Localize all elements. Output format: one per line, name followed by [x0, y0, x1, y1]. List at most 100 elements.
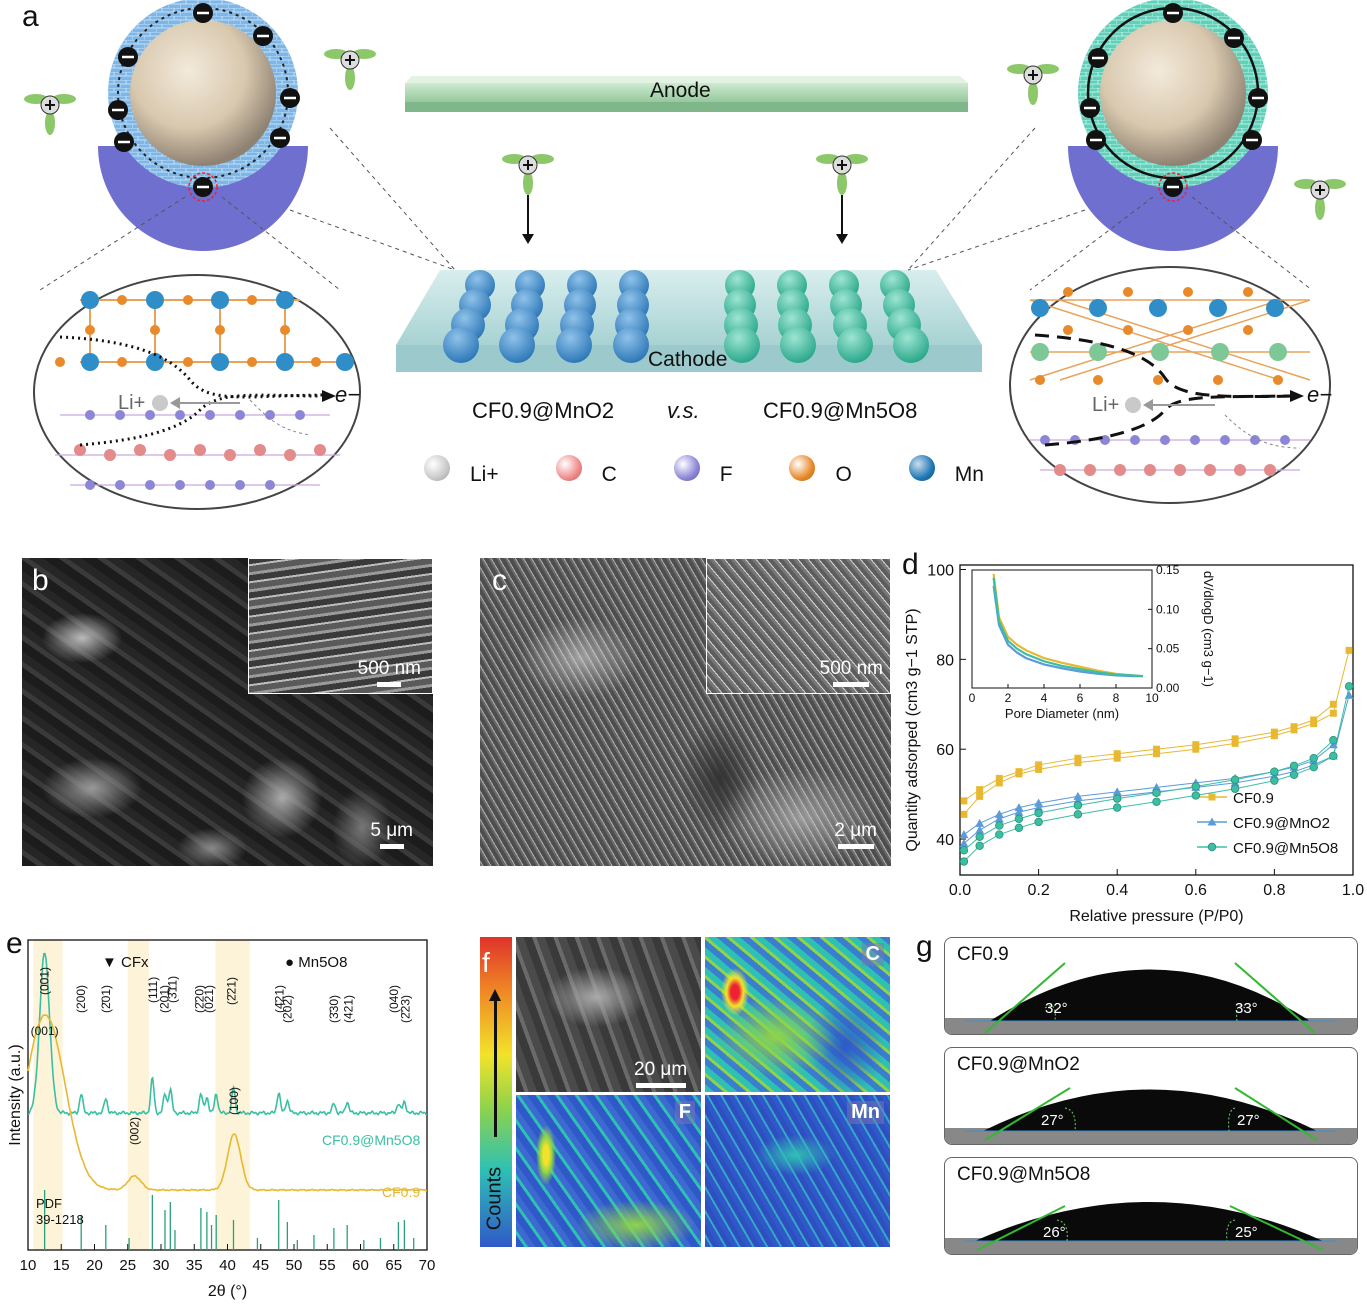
panel-c-inset-scale: 500 nm — [820, 658, 883, 687]
panel-d-adsorption-point — [995, 830, 1004, 839]
panel-d-inset-ytick-label: 0.15 — [1156, 563, 1180, 577]
contact-angle-left-2: 27° — [1041, 1112, 1064, 1129]
panel-e-peak-label: (201) — [157, 985, 171, 1013]
panel-d-desorption-point — [975, 818, 985, 827]
panel-e-xtick-label: 25 — [119, 1257, 136, 1274]
panel-e-peak-label: (200) — [74, 985, 88, 1013]
panel-e-xtick-label: 60 — [352, 1257, 369, 1274]
panel-e-peak-label: (202) — [280, 995, 294, 1023]
panel-d-desorption-point — [1014, 803, 1024, 812]
panel-d-desorption-point — [1270, 767, 1279, 776]
panel-d-adsorption-point — [1270, 732, 1278, 740]
panel-d-adsorption-point — [959, 857, 969, 866]
contact-angle-box-1: CF0.9 32° 33° — [944, 937, 1358, 1035]
panel-label-f: f — [482, 947, 490, 978]
panel-d-inset-xtick-label: 0 — [969, 691, 976, 705]
panel-f-c-map: C — [705, 937, 890, 1092]
panel-d-adsorption-point — [1192, 745, 1200, 753]
panel-d-xtick-label: 0.2 — [1027, 882, 1049, 899]
panel-e-peak-label: (4̄21) — [272, 985, 286, 1013]
contact-angle-right-2: 27° — [1237, 1112, 1260, 1129]
lithium-ion-symbols — [24, 49, 1346, 220]
panel-d-xlabel: Relative pressure (P/P0) — [1069, 908, 1243, 925]
panel-label-e: e — [6, 927, 23, 960]
panel-d-series: CF0.9 — [960, 646, 1353, 818]
panel-e-xtick-label: 55 — [319, 1257, 336, 1274]
legend-item-li: Li+ — [424, 455, 499, 487]
panel-e-ylabel: Intensity (a.u.) — [7, 1044, 24, 1145]
panel-e-peak-label: (421) — [342, 995, 356, 1023]
panel-d-desorption-point — [1192, 741, 1200, 749]
legend-item-mn: Mn — [908, 455, 984, 487]
compare-vs-label: v.s. — [667, 398, 700, 423]
contact-angle-box-3: CF0.9@Mn5O8 26° 25° — [944, 1157, 1358, 1255]
colorbar-arrow-icon — [494, 997, 497, 1137]
panel-e-peak-label: (2̄23) — [399, 995, 413, 1023]
panel-e-peak-label: (040) — [387, 985, 401, 1013]
panel-e-legend-mn5o8: ● Mn5O8 — [285, 954, 347, 971]
panel-d-desorption-point — [1153, 745, 1160, 753]
element-legend: Li+ C F O Mn — [424, 455, 984, 487]
contact-angle-left-3: 26° — [1043, 1224, 1066, 1241]
panel-d-ylabel: Quantity adsorped (cm3 g−1 STP) — [904, 608, 921, 851]
panel-d-desorption-point — [1073, 801, 1083, 810]
panel-e-peak-label: (001) — [38, 967, 52, 995]
panel-d-desorption-line — [963, 739, 1334, 851]
colorbar-label: Counts — [483, 1166, 506, 1231]
panel-d-adsorption-point — [1034, 817, 1043, 827]
anode-label: Anode — [650, 79, 711, 102]
panel-d-desorption-point — [1034, 798, 1044, 807]
panel-d-adsorption-point — [975, 841, 984, 850]
panel-d-desorption-point — [1152, 782, 1161, 791]
panel-d-inset-xtick-label: 6 — [1077, 691, 1084, 705]
panel-d-desorption-point — [960, 797, 968, 805]
panel-d-desorption-point — [1015, 768, 1023, 776]
panel-d-adsorption-point — [1345, 646, 1353, 654]
panel-d-desorption-point — [976, 786, 984, 794]
panel-d-inset-ytick-label: 0.05 — [1156, 642, 1180, 656]
panel-e-series-mn5o8 — [27, 952, 428, 1117]
panel-d-desorption-point — [1310, 716, 1318, 724]
panel-e-highlight-band — [127, 940, 150, 1250]
panel-d-adsorption-point — [1309, 762, 1318, 772]
panel-d-desorption-point — [1035, 761, 1043, 769]
panel-d-xtick-label: 1.0 — [1342, 882, 1364, 899]
cathode-domes — [443, 270, 929, 363]
panel-d-xtick-label: 0.0 — [949, 882, 971, 899]
right-particle-diagram — [1068, 0, 1278, 251]
panel-d-desorption-point — [1113, 750, 1121, 758]
panel-d-desorption-point — [1034, 808, 1043, 818]
panel-d-desorption-point — [1289, 761, 1299, 771]
panel-b-main-scale: 5 μm — [370, 820, 413, 849]
panel-e-xlabel: 2θ (°) — [208, 1283, 247, 1300]
panel-d-inset-xtick-label: 4 — [1041, 691, 1048, 705]
panel-d-inset-ytick-label: 0.00 — [1156, 681, 1180, 695]
panel-d-inset-ylabel: dV/dlogD (cm3 g−1) — [1201, 571, 1216, 687]
panel-d-ytick-label: 40 — [936, 832, 954, 849]
contact-angle-right-3: 25° — [1235, 1224, 1258, 1241]
legend-item-f: F — [673, 455, 733, 487]
contact-angle-right-1: 33° — [1235, 1000, 1258, 1017]
panel-d-xtick-label: 0.4 — [1106, 882, 1128, 899]
panel-a-schematic — [24, 0, 1346, 510]
panel-e-peak-label: (111) — [146, 977, 160, 1003]
panel-d-inset-series — [992, 577, 1144, 678]
left-lithium-label: Li+ — [118, 392, 146, 414]
panel-f-f-map: F — [516, 1095, 701, 1247]
mn-map-label: Mn — [847, 1101, 884, 1124]
panel-e-peak-label: (002) — [127, 1117, 141, 1145]
panel-d-desorption-point — [1329, 736, 1338, 745]
panel-label-b: b — [32, 564, 49, 597]
panel-e-peak-label: (021) — [202, 985, 216, 1013]
panel-d-adsorption-point — [994, 814, 1004, 823]
panel-d-adsorption-point — [1344, 682, 1354, 691]
panel-d-adsorption-point — [1153, 750, 1160, 758]
panel-label-d: d — [902, 548, 919, 581]
panel-d-inset-ytick-label: 0.10 — [1156, 602, 1180, 616]
panel-e-series-label-cf: CF0.9 — [382, 1184, 420, 1200]
c-map-label: C — [861, 943, 884, 966]
panel-d-adsorption-point — [960, 810, 968, 818]
panel-d-adsorption-point — [1014, 807, 1024, 816]
panel-d-desorption-point — [1230, 775, 1240, 784]
panel-d-adsorption-point — [1231, 739, 1239, 747]
